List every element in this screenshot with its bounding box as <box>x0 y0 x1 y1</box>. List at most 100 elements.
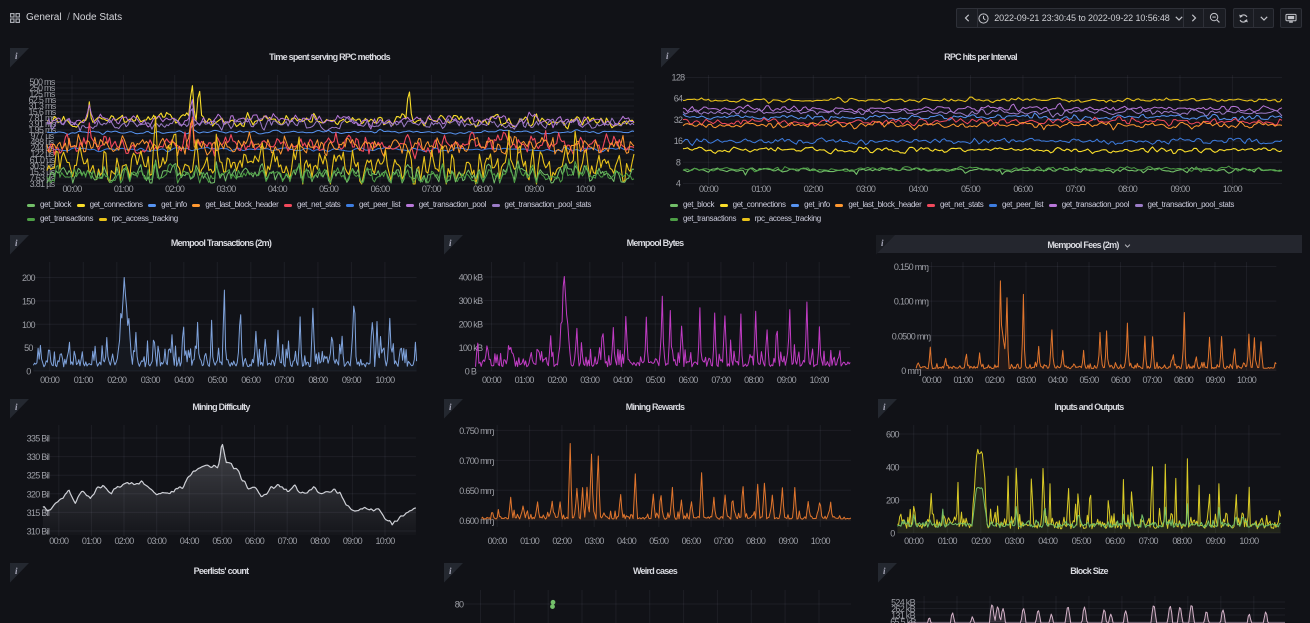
svg-text:15.6 ms: 15.6 ms <box>28 107 56 117</box>
svg-text:08:00: 08:00 <box>746 536 766 546</box>
svg-text:7.63 µs: 7.63 µs <box>30 173 56 183</box>
svg-text:62.5 ms: 62.5 ms <box>28 95 56 105</box>
svg-text:06:00: 06:00 <box>679 375 699 385</box>
svg-text:i: i <box>449 566 452 576</box>
svg-text:64: 64 <box>674 94 683 104</box>
svg-text:08:00: 08:00 <box>308 375 328 385</box>
svg-text:02:00: 02:00 <box>552 536 572 546</box>
svg-text:150: 150 <box>22 296 36 306</box>
svg-text:05:00: 05:00 <box>212 536 232 546</box>
svg-text:61.0 µs: 61.0 µs <box>30 155 56 165</box>
svg-text:0.750 mɱ: 0.750 mɱ <box>459 426 494 436</box>
svg-text:03:00: 03:00 <box>1016 375 1036 385</box>
svg-text:05:00: 05:00 <box>649 536 669 546</box>
svg-text:05:00: 05:00 <box>1072 536 1092 546</box>
svg-text:06:00: 06:00 <box>1013 184 1033 194</box>
svg-text:06:00: 06:00 <box>1111 375 1131 385</box>
svg-text:07:00: 07:00 <box>1066 184 1086 194</box>
svg-text:02:00: 02:00 <box>107 375 127 385</box>
svg-text:02:00: 02:00 <box>547 375 567 385</box>
svg-text:04:00: 04:00 <box>268 184 288 194</box>
svg-text:08:00: 08:00 <box>1118 184 1138 194</box>
svg-text:0.650 mɱ: 0.650 mɱ <box>459 486 494 496</box>
svg-text:06:00: 06:00 <box>241 375 261 385</box>
svg-text:00:00: 00:00 <box>40 375 60 385</box>
svg-text:325 Bil: 325 Bil <box>27 471 50 481</box>
svg-text:00:00: 00:00 <box>699 184 719 194</box>
svg-text:09:00: 09:00 <box>778 536 798 546</box>
svg-text:0: 0 <box>26 367 31 377</box>
svg-text:100: 100 <box>22 320 36 330</box>
svg-text:01:00: 01:00 <box>751 184 771 194</box>
svg-text:0.150 mɱ: 0.150 mɱ <box>894 262 929 272</box>
svg-text:300 kB: 300 kB <box>459 296 484 306</box>
svg-text:i: i <box>15 402 18 412</box>
svg-text:04:00: 04:00 <box>617 536 637 546</box>
svg-text:100 kB: 100 kB <box>459 343 484 353</box>
svg-text:02:00: 02:00 <box>971 536 991 546</box>
svg-text:01:00: 01:00 <box>520 536 540 546</box>
svg-text:05:00: 05:00 <box>961 184 981 194</box>
svg-text:02:00: 02:00 <box>114 536 134 546</box>
svg-text:04:00: 04:00 <box>1038 536 1058 546</box>
svg-text:09:00: 09:00 <box>343 536 363 546</box>
svg-text:7.81 ms: 7.81 ms <box>28 113 56 123</box>
svg-text:0.700 mɱ: 0.700 mɱ <box>459 456 494 466</box>
svg-text:8: 8 <box>676 157 681 167</box>
svg-text:07:00: 07:00 <box>711 375 731 385</box>
svg-text:524 kB: 524 kB <box>891 598 916 608</box>
svg-text:03:00: 03:00 <box>585 536 605 546</box>
svg-text:488 µs: 488 µs <box>30 137 54 147</box>
svg-text:09:00: 09:00 <box>1205 375 1225 385</box>
svg-text:15.3 µs: 15.3 µs <box>30 167 56 177</box>
svg-text:04:00: 04:00 <box>613 375 633 385</box>
svg-text:30.5 µs: 30.5 µs <box>30 161 56 171</box>
svg-text:01:00: 01:00 <box>515 375 535 385</box>
svg-text:00:00: 00:00 <box>922 375 942 385</box>
svg-text:08:00: 08:00 <box>310 536 330 546</box>
svg-text:977 µs: 977 µs <box>30 131 54 141</box>
svg-text:131 kB: 131 kB <box>891 611 916 621</box>
svg-text:03:00: 03:00 <box>141 375 161 385</box>
svg-text:02:00: 02:00 <box>165 184 185 194</box>
svg-text:06:00: 06:00 <box>682 536 702 546</box>
svg-text:10:00: 10:00 <box>1237 375 1257 385</box>
svg-text:80: 80 <box>455 600 464 610</box>
svg-text:04:00: 04:00 <box>180 536 200 546</box>
svg-text:01:00: 01:00 <box>938 536 958 546</box>
svg-text:00:00: 00:00 <box>482 375 502 385</box>
svg-text:08:00: 08:00 <box>1174 375 1194 385</box>
svg-text:i: i <box>15 51 18 61</box>
svg-text:262 kB: 262 kB <box>891 604 916 614</box>
svg-text:0 mɱ: 0 mɱ <box>901 366 921 376</box>
svg-text:10:00: 10:00 <box>576 184 596 194</box>
svg-text:0.600 mɱ: 0.600 mɱ <box>459 516 494 526</box>
svg-text:05:00: 05:00 <box>1079 375 1099 385</box>
svg-text:08:00: 08:00 <box>744 375 764 385</box>
svg-text:05:00: 05:00 <box>208 375 228 385</box>
svg-text:1.95 ms: 1.95 ms <box>28 125 56 135</box>
svg-text:02:00: 02:00 <box>985 375 1005 385</box>
svg-text:128: 128 <box>672 73 686 83</box>
svg-text:65.5 kB: 65.5 kB <box>890 617 916 623</box>
svg-text:320 Bil: 320 Bil <box>27 489 50 499</box>
svg-text:200: 200 <box>22 273 36 283</box>
svg-text:04:00: 04:00 <box>909 184 929 194</box>
svg-text:600: 600 <box>886 430 900 440</box>
svg-text:10:00: 10:00 <box>1223 184 1243 194</box>
svg-text:09:00: 09:00 <box>1206 536 1226 546</box>
svg-text:04:00: 04:00 <box>1048 375 1068 385</box>
svg-text:07:00: 07:00 <box>275 375 295 385</box>
svg-text:10:00: 10:00 <box>811 536 831 546</box>
svg-text:03:00: 03:00 <box>147 536 167 546</box>
svg-text:i: i <box>449 238 452 248</box>
svg-text:01:00: 01:00 <box>953 375 973 385</box>
svg-text:50: 50 <box>24 343 33 353</box>
svg-text:01:00: 01:00 <box>114 184 134 194</box>
svg-text:200: 200 <box>886 496 900 506</box>
svg-text:03:00: 03:00 <box>216 184 236 194</box>
svg-text:3.91 ms: 3.91 ms <box>28 119 56 129</box>
svg-text:07:00: 07:00 <box>278 536 298 546</box>
svg-text:07:00: 07:00 <box>422 184 442 194</box>
svg-text:31.3 ms: 31.3 ms <box>28 101 56 111</box>
